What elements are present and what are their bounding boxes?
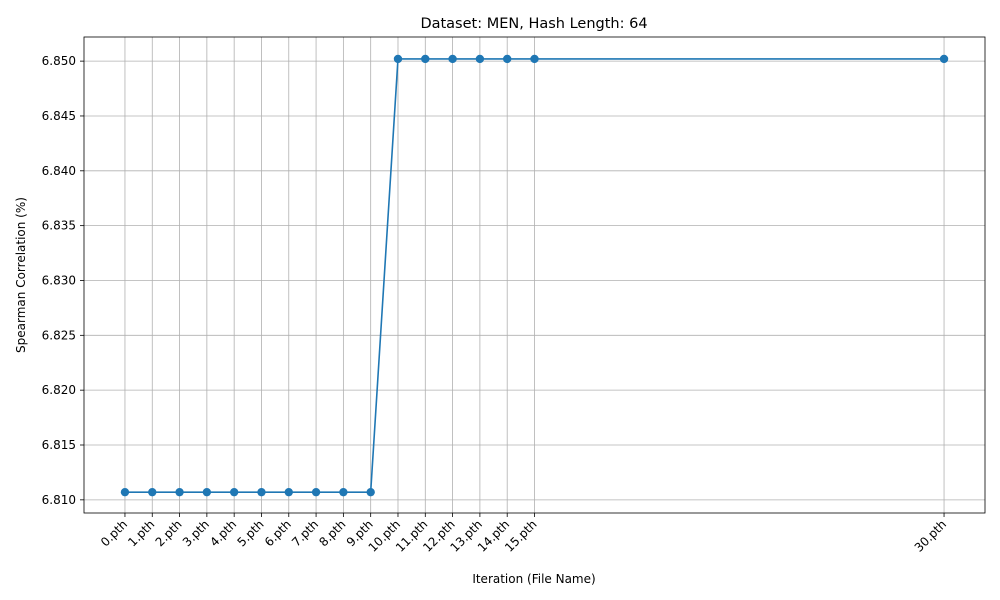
y-tick-label: 6.825 <box>42 328 76 342</box>
x-tick-label: 7.pth <box>289 517 321 549</box>
x-tick-label: 30.pth <box>912 517 949 554</box>
y-tick-label: 6.835 <box>42 219 76 233</box>
x-axis-ticks: 0.pth1.pth2.pth3.pth4.pth5.pth6.pth7.pth… <box>98 513 949 555</box>
data-point <box>148 487 157 497</box>
data-point <box>502 54 512 64</box>
data-point <box>284 487 293 497</box>
y-tick-label: 6.810 <box>42 493 76 507</box>
data-point <box>448 54 457 64</box>
x-tick-label: 1.pth <box>125 517 157 549</box>
series-line <box>120 54 949 497</box>
x-tick-label: 6.pth <box>262 517 294 549</box>
chart-title: Dataset: MEN, Hash Length: 64 <box>420 16 647 32</box>
data-point <box>120 487 130 497</box>
x-tick-label: 3.pth <box>180 517 212 549</box>
data-point <box>257 487 266 497</box>
data-point <box>339 487 348 497</box>
y-axis-title: Spearman Correlation (%) <box>14 197 28 353</box>
x-axis-title: Iteration (File Name) <box>472 572 595 586</box>
data-point <box>421 54 430 64</box>
x-tick-label: 5.pth <box>234 517 266 549</box>
y-tick-label: 6.850 <box>42 54 76 68</box>
y-tick-label: 6.845 <box>42 109 76 123</box>
data-point <box>366 487 375 497</box>
grid-lines <box>84 37 985 513</box>
data-point <box>939 54 949 64</box>
data-point <box>229 487 239 497</box>
data-point <box>311 487 321 497</box>
y-tick-label: 6.840 <box>42 164 76 178</box>
x-tick-label: 8.pth <box>316 517 348 549</box>
data-point <box>393 54 403 64</box>
y-tick-label: 6.830 <box>42 273 76 287</box>
x-tick-label: 2.pth <box>153 517 185 549</box>
data-point <box>475 54 485 64</box>
data-point <box>202 487 212 497</box>
y-tick-label: 6.815 <box>42 438 76 452</box>
y-axis-ticks: 6.810 6.815 6.820 6.825 6.830 6.835 6.840 6.845… <box>42 54 84 507</box>
x-tick-label: 0.pth <box>98 517 130 549</box>
x-tick-label: 4.pth <box>207 517 239 549</box>
y-tick-label: 6.820 <box>42 383 76 397</box>
data-point <box>175 487 184 497</box>
data-point <box>530 54 539 64</box>
